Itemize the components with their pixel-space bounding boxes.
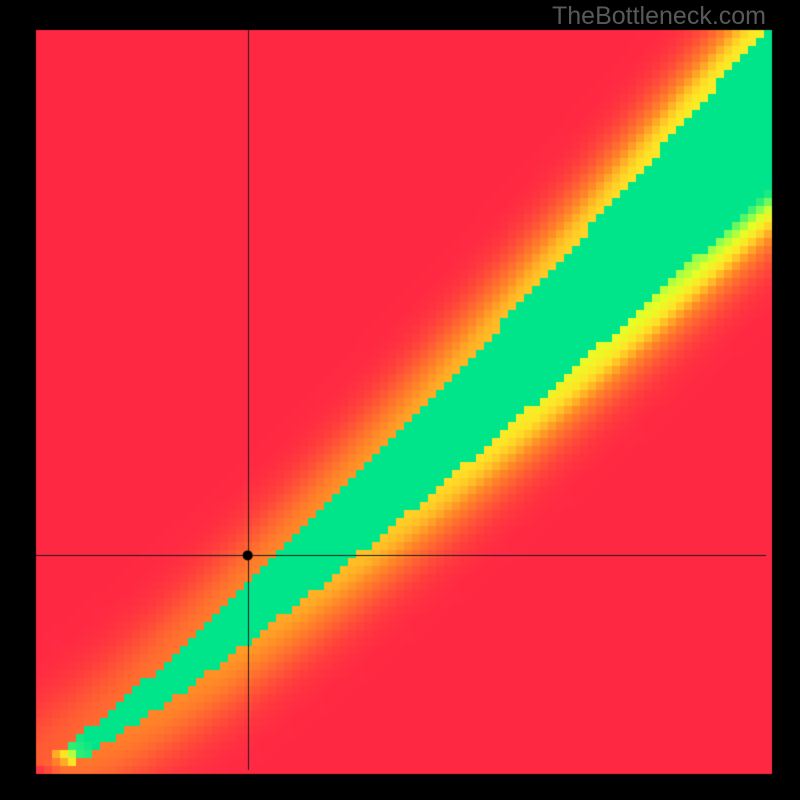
chart-container: TheBottleneck.com [0, 0, 800, 800]
watermark-text: TheBottleneck.com [552, 2, 766, 31]
bottleneck-heatmap [0, 0, 800, 800]
